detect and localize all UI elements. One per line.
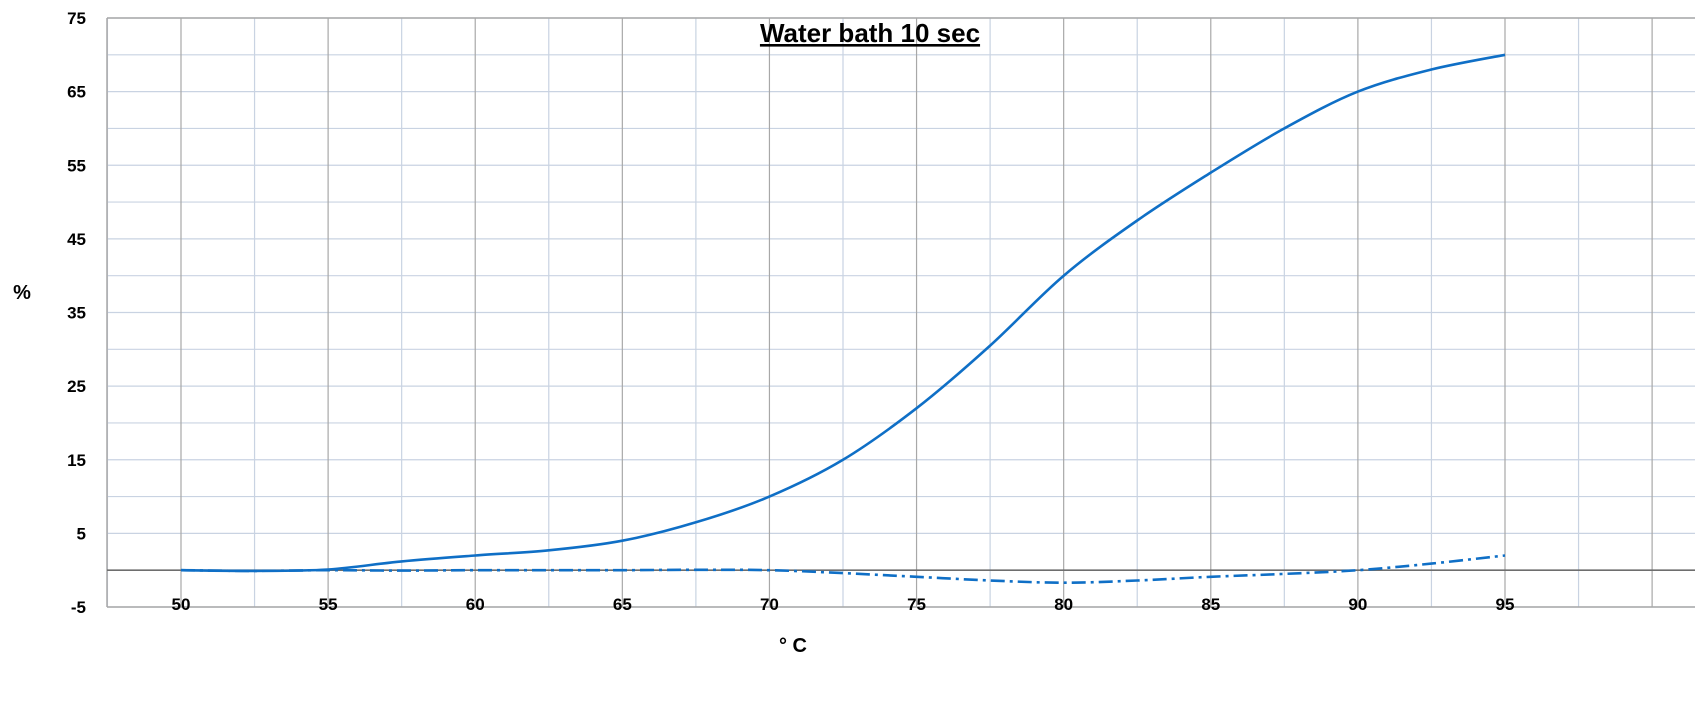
x-tick-label: 70 bbox=[760, 595, 779, 614]
y-axis-title: % bbox=[13, 282, 31, 304]
x-axis-title: ° C bbox=[779, 635, 807, 657]
y-tick-label: -5 bbox=[71, 598, 86, 617]
chart-title: Water bath 10 sec bbox=[760, 18, 980, 48]
x-tick-label: 50 bbox=[172, 595, 191, 614]
y-tick-label: 65 bbox=[67, 83, 86, 102]
x-tick-label: 55 bbox=[319, 595, 338, 614]
x-tick-label: 60 bbox=[466, 595, 485, 614]
x-tick-label: 75 bbox=[907, 595, 926, 614]
x-tick-label: 95 bbox=[1496, 595, 1515, 614]
y-tick-label: 75 bbox=[67, 9, 86, 28]
y-tick-label: 5 bbox=[77, 524, 86, 543]
x-tick-label: 85 bbox=[1201, 595, 1220, 614]
y-tick-label: 15 bbox=[67, 451, 86, 470]
y-tick-label: 35 bbox=[67, 304, 86, 323]
x-tick-label: 80 bbox=[1054, 595, 1073, 614]
y-tick-label: 55 bbox=[67, 156, 86, 175]
y-tick-label: 45 bbox=[67, 230, 86, 249]
y-tick-label: 25 bbox=[67, 377, 86, 396]
x-tick-label: 65 bbox=[613, 595, 632, 614]
x-tick-label: 90 bbox=[1348, 595, 1367, 614]
